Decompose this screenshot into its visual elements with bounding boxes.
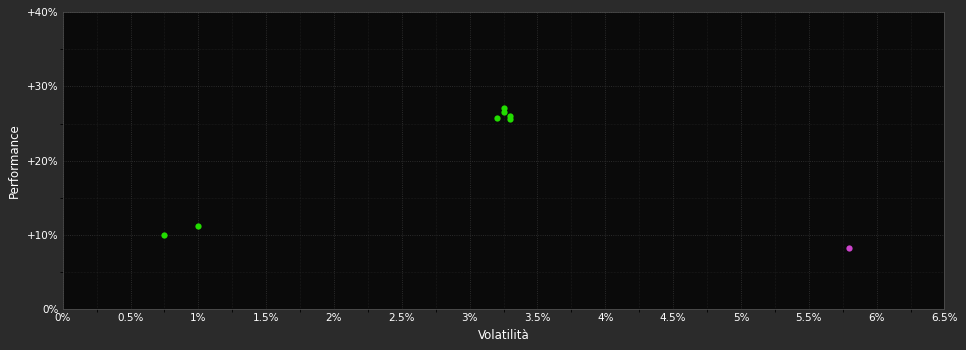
Point <box>190 223 206 229</box>
Point <box>496 105 511 111</box>
Point <box>502 113 518 119</box>
Point <box>156 232 172 238</box>
Point <box>841 245 857 251</box>
X-axis label: Volatilità: Volatilità <box>477 329 529 342</box>
Y-axis label: Performance: Performance <box>9 123 21 198</box>
Point <box>502 116 518 122</box>
Point <box>496 110 511 115</box>
Point <box>489 115 504 120</box>
